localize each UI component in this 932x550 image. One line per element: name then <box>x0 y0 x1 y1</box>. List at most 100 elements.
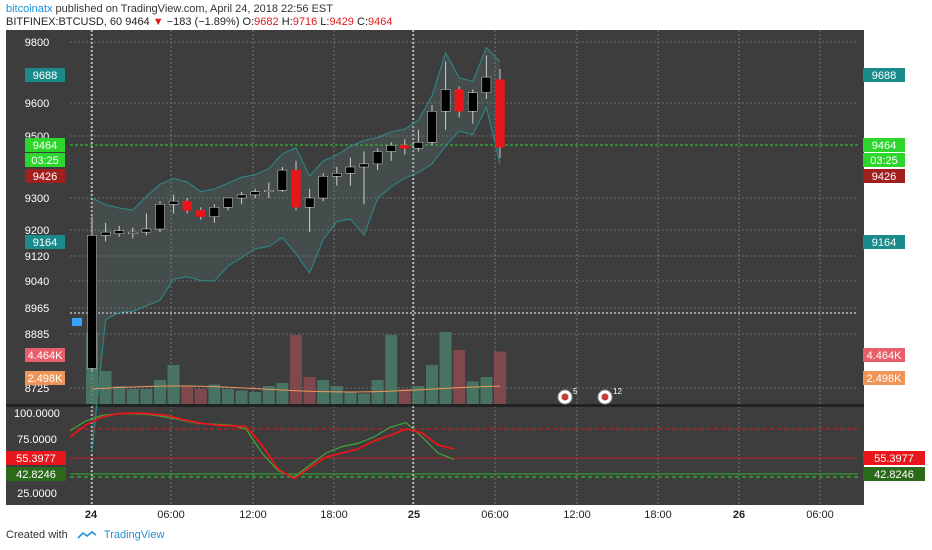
volume-bar <box>412 386 425 404</box>
price-badge-left-label: 9464 <box>33 140 57 152</box>
candle-body <box>155 203 165 230</box>
stoch-tick-right: 75.0000 <box>875 434 915 446</box>
price-badge-left <box>25 138 65 152</box>
chart-frame[interactable] <box>6 30 864 505</box>
volume-bar <box>167 365 180 404</box>
candle-body <box>236 194 247 199</box>
volume-bar <box>358 393 370 404</box>
price-tick-left: 9040 <box>25 276 49 288</box>
event-flag-icon <box>601 393 609 401</box>
time-tick-label: 06:00 <box>481 509 509 521</box>
candle-body <box>345 166 356 174</box>
price-badge-right-label: 4.464K <box>867 350 903 362</box>
low-label: L: <box>320 16 330 28</box>
event-flag-icon <box>561 393 569 401</box>
stoch-badge-right <box>863 467 925 481</box>
candle-body <box>372 151 383 165</box>
volume-bar <box>154 380 166 404</box>
stoch-tick-left: 25.0000 <box>17 488 57 500</box>
candle-body <box>141 228 152 233</box>
candle-body <box>413 141 424 149</box>
volume-bar <box>208 384 221 404</box>
price-badge-right-label: 9464 <box>872 140 896 152</box>
price-badge-left <box>25 169 65 183</box>
candle-body <box>277 169 288 191</box>
event-count-label: 5 <box>573 387 578 396</box>
close-value: 9464 <box>368 16 393 28</box>
price-tick-left: 9120 <box>25 251 49 263</box>
stoch-badge-right-label: 55.3977 <box>874 453 914 465</box>
price-badge-right-label: 9426 <box>872 171 896 183</box>
time-tick-label: 18:00 <box>644 509 672 521</box>
volume-bar <box>398 389 411 404</box>
price-tick-left: 9300 <box>25 193 49 205</box>
volume-bar <box>140 389 153 404</box>
volume-bar <box>344 392 357 404</box>
high-label: H: <box>281 16 293 28</box>
candle-body <box>196 210 206 217</box>
stoch-badge-left <box>6 467 66 481</box>
candle-body <box>87 234 97 369</box>
open-value: 9682 <box>254 16 279 28</box>
tradingview-logo-icon <box>77 531 97 539</box>
price-badge-right <box>863 348 905 362</box>
last-price: 9464 <box>125 16 150 28</box>
price-badge-left-label: 9164 <box>33 237 57 249</box>
volume-bar <box>494 351 506 404</box>
pane-separator <box>6 404 864 407</box>
time-tick-label: 25 <box>408 509 420 521</box>
time-tick-label: 12:00 <box>239 509 267 521</box>
tradingview-link[interactable]: TradingView <box>103 529 165 541</box>
price-tick-right: 9300 <box>878 193 902 205</box>
candle-body <box>168 200 179 205</box>
price-badge-left <box>25 68 65 82</box>
candle-body <box>100 231 111 236</box>
volume-bar <box>235 390 248 404</box>
price-badge-right <box>863 68 905 82</box>
time-tick-label: 26 <box>733 509 745 521</box>
price-tick-left: 9800 <box>25 37 49 49</box>
signal-marker-icon <box>72 318 82 326</box>
stoch-tick-right: 100.0000 <box>872 408 918 420</box>
username-link[interactable]: bitcoinatx <box>6 3 53 15</box>
volume-bar <box>480 377 493 404</box>
stoch-tick-left: 75.0000 <box>17 434 57 446</box>
bollinger-upper-line <box>91 46 501 211</box>
volume-bar <box>99 371 112 404</box>
price-tick-left: 9200 <box>25 225 49 237</box>
volume-bar <box>303 377 316 404</box>
low-value: 9429 <box>329 16 354 28</box>
time-tick-label: 18:00 <box>320 509 348 521</box>
volume-bar <box>385 335 398 404</box>
price-tick-right: 9800 <box>878 37 902 49</box>
candle-body <box>318 176 328 199</box>
price-tick-right: 9120 <box>878 251 902 263</box>
volume-bar <box>194 389 207 404</box>
volume-bar <box>276 383 289 404</box>
price-badge-left <box>25 153 65 167</box>
time-tick-label: 12:00 <box>563 509 591 521</box>
candle-body <box>359 163 369 168</box>
candle-body <box>481 76 492 93</box>
price-badge-left <box>25 348 65 362</box>
price-badge-left <box>25 235 65 249</box>
time-tick-label: 24 <box>85 509 98 521</box>
bollinger-band-fill <box>92 47 500 453</box>
candle-body <box>291 169 301 208</box>
volume-ma-line <box>91 385 501 393</box>
time-axis-bar <box>6 505 864 522</box>
published-text: published on TradingView.com, April 24, … <box>55 3 333 15</box>
candle-body <box>454 89 464 112</box>
price-badge-right <box>863 371 905 385</box>
price-badge-left-label: 2.498K <box>28 373 64 385</box>
candle-body <box>223 197 233 208</box>
candle-body <box>427 110 437 143</box>
candle-body <box>182 200 192 211</box>
candle-body <box>250 191 260 196</box>
price-badge-right <box>863 235 905 249</box>
created-with-text: Created with <box>6 529 68 541</box>
volume-bar <box>222 389 234 404</box>
open-label: O: <box>242 16 255 28</box>
volume-bar <box>113 386 126 404</box>
